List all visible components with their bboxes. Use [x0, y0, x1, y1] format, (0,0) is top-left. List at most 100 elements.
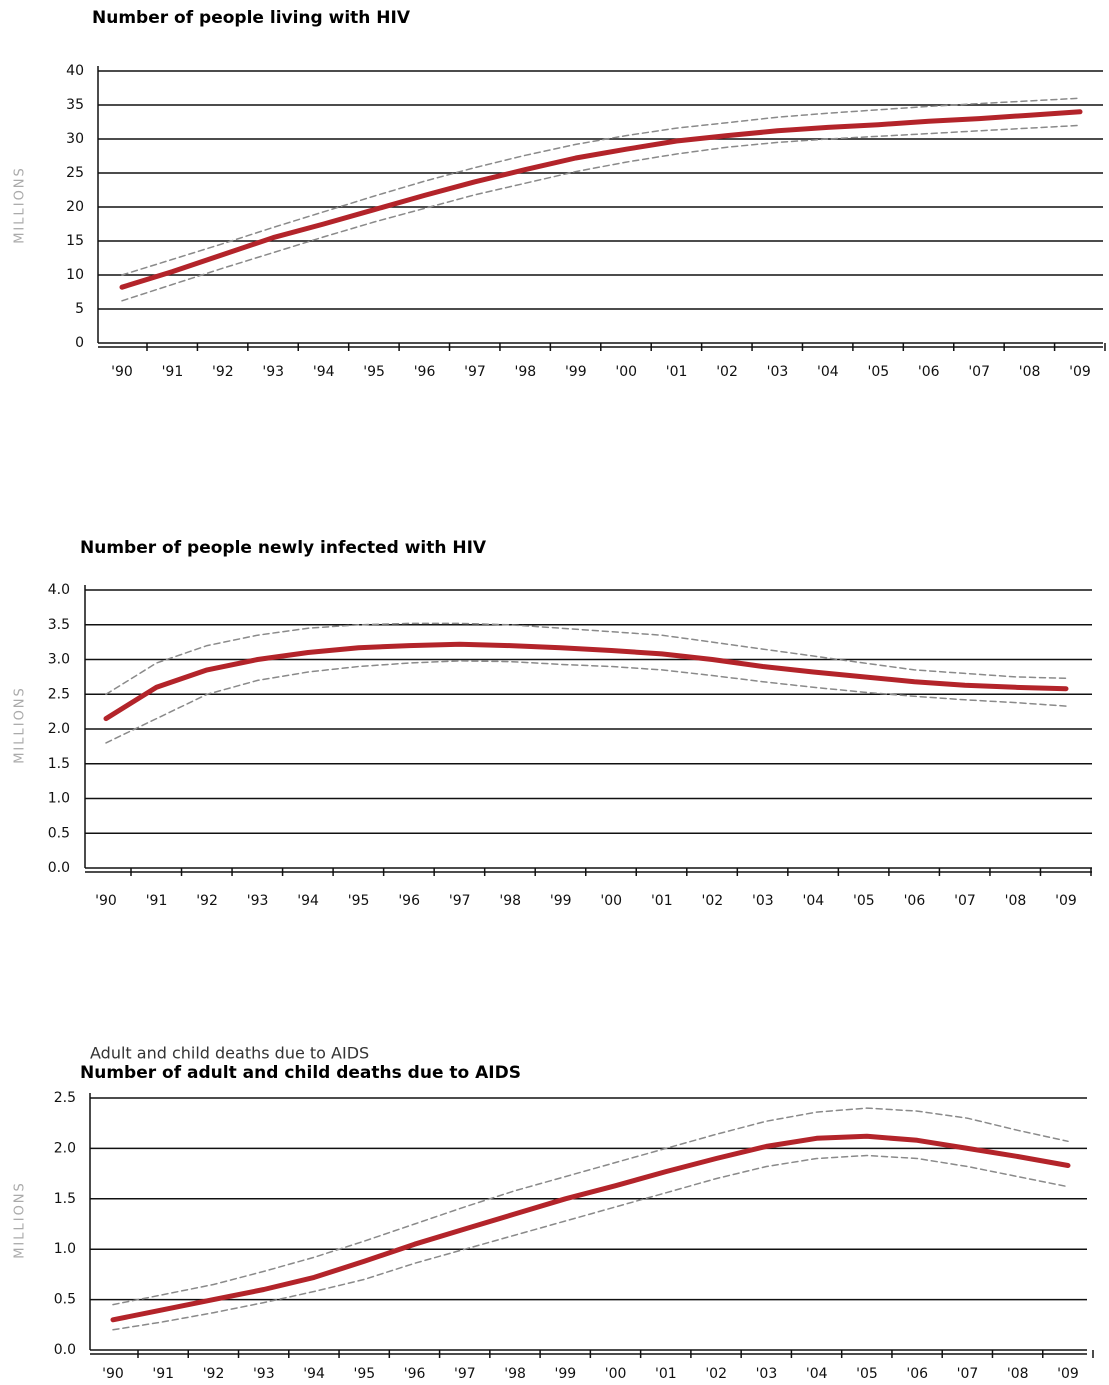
- y-tick-label: 1.0: [48, 791, 70, 807]
- x-tick-label: '08: [1005, 893, 1027, 909]
- y-tick-label: 2.0: [54, 1140, 76, 1156]
- x-tick-label: '04: [803, 893, 825, 909]
- y-tick-label: 35: [66, 97, 84, 113]
- x-tick-label: '91: [152, 1366, 174, 1382]
- x-tick-label: '02: [705, 1366, 727, 1382]
- x-tick-label: '03: [756, 1366, 778, 1382]
- band-line: [113, 1156, 1068, 1330]
- x-tick-label: '01: [666, 364, 688, 380]
- x-tick-label: '97: [449, 893, 471, 909]
- x-tick-label: '90: [95, 893, 117, 909]
- y-tick-label: 2.5: [48, 686, 70, 702]
- x-tick-label: '93: [262, 364, 284, 380]
- x-tick-label: '09: [1057, 1366, 1079, 1382]
- x-tick-label: '01: [655, 1366, 677, 1382]
- x-tick-label: '03: [752, 893, 774, 909]
- y-axis-label: MILLIONS: [13, 686, 28, 764]
- chart: Number of people newly infected with HIV…: [13, 538, 1093, 909]
- x-tick-label: '04: [817, 364, 839, 380]
- x-tick-label: '92: [196, 893, 218, 909]
- x-tick-label: '97: [464, 364, 486, 380]
- x-tick-label: '09: [1055, 893, 1077, 909]
- chart: Number of adult and child deaths due to …: [13, 1044, 1094, 1383]
- y-tick-label: 1.5: [54, 1191, 76, 1207]
- y-axis-label: MILLIONS: [13, 166, 28, 244]
- y-tick-label: 1.5: [48, 756, 70, 772]
- x-tick-label: '00: [600, 893, 622, 909]
- x-tick-label: '06: [904, 893, 926, 909]
- x-tick-label: '03: [767, 364, 789, 380]
- x-tick-label: '99: [565, 364, 587, 380]
- x-tick-label: '95: [348, 893, 370, 909]
- x-tick-label: '94: [313, 364, 335, 380]
- x-tick-label: '94: [297, 893, 319, 909]
- x-tick-label: '00: [605, 1366, 627, 1382]
- x-tick-label: '04: [806, 1366, 828, 1382]
- estimate-line: [106, 644, 1066, 718]
- x-tick-label: '02: [701, 893, 723, 909]
- x-tick-label: '95: [363, 364, 385, 380]
- page: Number of people living with HIV MILLIONS…: [0, 0, 1109, 1385]
- band-line: [113, 1108, 1068, 1305]
- x-tick-label: '01: [651, 893, 673, 909]
- y-tick-label: 5: [75, 301, 84, 317]
- x-tick-label: '92: [212, 364, 234, 380]
- y-tick-label: 0.5: [48, 825, 70, 841]
- x-tick-label: '07: [968, 364, 990, 380]
- x-tick-label: '98: [499, 893, 521, 909]
- x-tick-label: '94: [303, 1366, 325, 1382]
- chart-subtitle: Adult and child deaths due to AIDS: [90, 1044, 369, 1063]
- x-tick-label: '99: [550, 893, 572, 909]
- y-tick-label: 25: [66, 165, 84, 181]
- x-tick-label: '93: [253, 1366, 275, 1382]
- x-tick-label: '97: [454, 1366, 476, 1382]
- chart: Number of people living with HIV MILLIONS…: [13, 8, 1106, 380]
- x-tick-label: '98: [515, 364, 537, 380]
- band-line: [122, 98, 1080, 275]
- x-tick-label: '09: [1069, 364, 1091, 380]
- x-tick-label: '98: [504, 1366, 526, 1382]
- x-tick-label: '96: [414, 364, 436, 380]
- x-tick-label: '05: [867, 364, 889, 380]
- y-tick-label: 0.5: [54, 1292, 76, 1308]
- estimate-line: [113, 1136, 1068, 1320]
- x-tick-label: '05: [853, 893, 875, 909]
- x-tick-label: '06: [918, 364, 940, 380]
- x-tick-label: '90: [102, 1366, 124, 1382]
- x-tick-label: '07: [957, 1366, 979, 1382]
- x-tick-label: '91: [146, 893, 168, 909]
- x-tick-label: '95: [353, 1366, 375, 1382]
- x-tick-label: '06: [906, 1366, 928, 1382]
- x-tick-label: '08: [1019, 364, 1041, 380]
- chart-title: Number of people newly infected with HIV: [80, 538, 487, 558]
- x-tick-label: '00: [615, 364, 637, 380]
- y-tick-label: 0.0: [54, 1342, 76, 1358]
- y-tick-label: 0.0: [48, 860, 70, 876]
- x-tick-label: '92: [203, 1366, 225, 1382]
- x-tick-label: '96: [398, 893, 420, 909]
- y-tick-label: 4.0: [48, 582, 70, 598]
- y-tick-label: 0: [75, 335, 84, 351]
- y-tick-label: 40: [66, 63, 84, 79]
- y-tick-label: 15: [66, 233, 84, 249]
- x-tick-label: '07: [954, 893, 976, 909]
- y-tick-label: 10: [66, 267, 84, 283]
- x-tick-label: '05: [856, 1366, 878, 1382]
- x-tick-label: '93: [247, 893, 269, 909]
- chart-title: Number of people living with HIV: [92, 8, 411, 28]
- y-tick-label: 20: [66, 199, 84, 215]
- y-tick-label: 2.0: [48, 721, 70, 737]
- x-tick-label: '90: [111, 364, 133, 380]
- chart-title: Number of adult and child deaths due to …: [80, 1063, 521, 1083]
- y-tick-label: 3.5: [48, 617, 70, 633]
- y-tick-label: 30: [66, 131, 84, 147]
- x-tick-label: '08: [1007, 1366, 1029, 1382]
- x-tick-label: '99: [555, 1366, 577, 1382]
- estimate-line: [122, 112, 1080, 287]
- y-axis-label: MILLIONS: [13, 1181, 28, 1259]
- x-tick-label: '02: [716, 364, 738, 380]
- x-tick-label: '96: [404, 1366, 426, 1382]
- x-tick-label: '91: [162, 364, 184, 380]
- y-tick-label: 2.5: [54, 1090, 76, 1106]
- band-line: [106, 661, 1066, 743]
